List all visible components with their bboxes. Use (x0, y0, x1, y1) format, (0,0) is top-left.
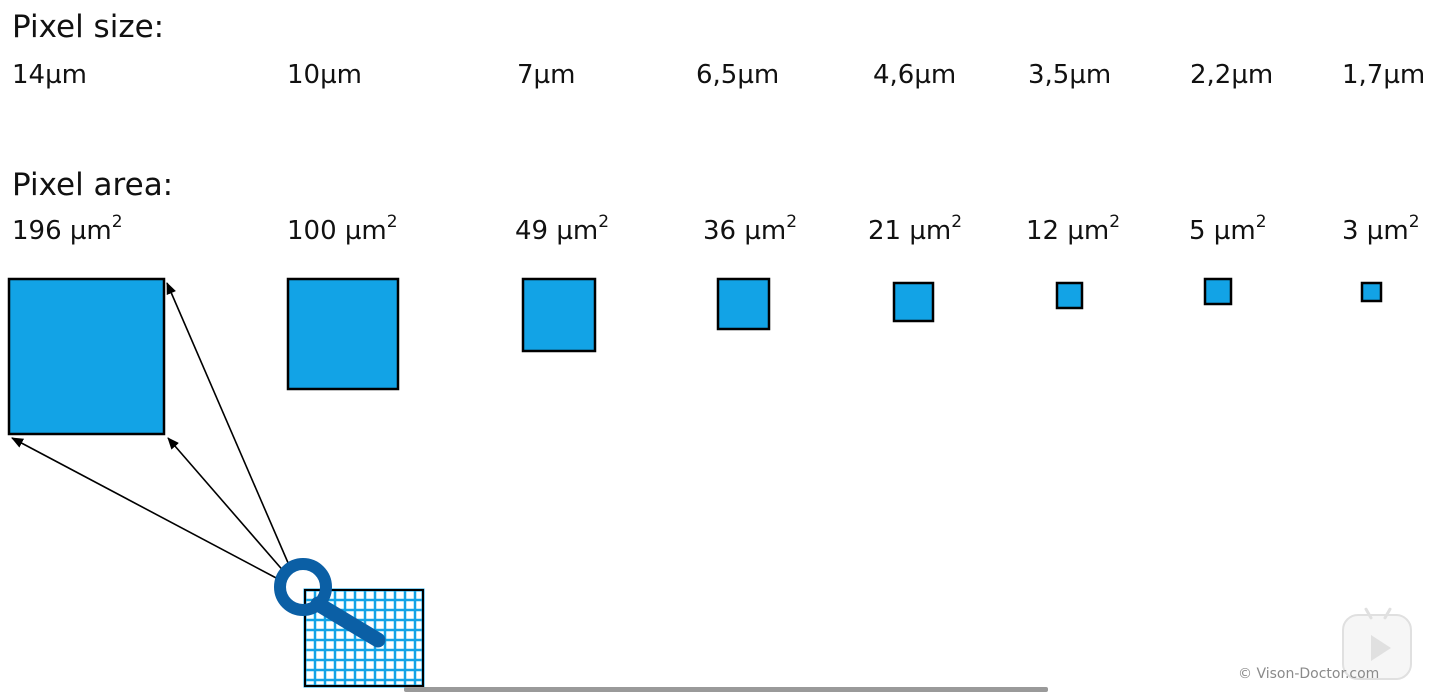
watermark: © Vison-Doctor.com (1238, 666, 1380, 682)
area-exponent: 2 (598, 212, 610, 233)
pixel-square-7 (521, 277, 597, 353)
pixel-area-label-36: 36 µm2 (703, 214, 797, 246)
area-exponent: 2 (386, 212, 398, 233)
area-exponent: 2 (951, 212, 963, 233)
pixel-area-label-3: 3 µm2 (1342, 214, 1420, 246)
area-exponent: 2 (786, 212, 798, 233)
pixel-square-3-5 (1055, 281, 1084, 310)
area-value: 100 µm (287, 216, 387, 246)
pixel-size-label-4-6: 4,6µm (873, 60, 957, 90)
pixel-square-4-6 (892, 281, 935, 323)
pixel-size-label-2-2: 2,2µm (1190, 60, 1274, 90)
pixel-size-label-1-7: 1,7µm (1342, 60, 1426, 90)
magnifier-icon (274, 558, 386, 648)
pixel-area-heading: Pixel area: (12, 167, 174, 203)
play-badge-icon[interactable] (1342, 614, 1412, 680)
pixel-size-label-7: 7µm (517, 60, 576, 90)
pixel-area-label-100: 100 µm2 (287, 214, 398, 246)
area-value: 196 µm (12, 216, 112, 246)
area-value: 49 µm (515, 216, 599, 246)
progress-bar[interactable] (404, 687, 1048, 692)
area-exponent: 2 (1109, 212, 1121, 233)
zoom-arrow-middle (167, 437, 287, 575)
pixel-square-6-5 (716, 277, 771, 331)
pixel-square-14 (7, 277, 166, 436)
area-value: 12 µm (1026, 216, 1110, 246)
pixel-square-10 (286, 277, 400, 391)
area-value: 36 µm (703, 216, 787, 246)
area-value: 3 µm (1342, 216, 1409, 246)
pixel-area-label-196: 196 µm2 (12, 214, 123, 246)
pixel-size-label-3-5: 3,5µm (1028, 60, 1112, 90)
play-triangle-icon (1371, 635, 1391, 661)
area-value: 21 µm (868, 216, 952, 246)
pixel-size-label-14: 14µm (12, 60, 87, 90)
area-exponent: 2 (1408, 212, 1420, 233)
area-value: 5 µm (1189, 216, 1256, 246)
pixel-size-label-10: 10µm (287, 60, 362, 90)
pixel-size-heading: Pixel size: (12, 9, 165, 45)
pixel-square-2-2 (1203, 277, 1233, 306)
pixel-area-label-49: 49 µm2 (515, 214, 609, 246)
zoom-arrow-bottom (11, 437, 281, 581)
pixel-square-1-7 (1360, 281, 1383, 303)
pixel-area-label-21: 21 µm2 (868, 214, 962, 246)
area-exponent: 2 (1255, 212, 1267, 233)
zoom-arrow-top (166, 282, 293, 573)
pixel-size-label-6-5: 6,5µm (696, 60, 780, 90)
pixel-area-label-12: 12 µm2 (1026, 214, 1120, 246)
pixel-area-label-5: 5 µm2 (1189, 214, 1267, 246)
area-exponent: 2 (111, 212, 123, 233)
